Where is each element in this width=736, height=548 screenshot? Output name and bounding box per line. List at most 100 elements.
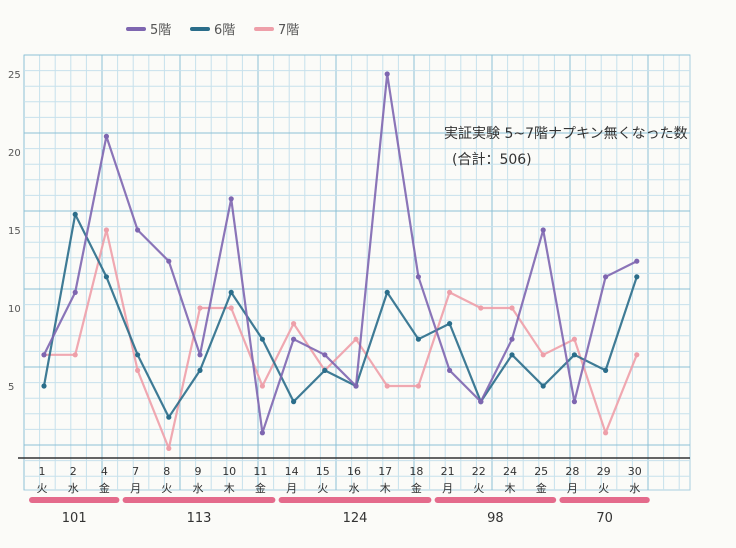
- data-point: [322, 367, 328, 373]
- x-tick-weekday: 水: [629, 482, 640, 495]
- x-tick-day: 15: [316, 465, 330, 478]
- data-point: [41, 352, 47, 358]
- series-line: [42, 213, 638, 419]
- y-tick-label: 20: [8, 148, 21, 159]
- data-point: [384, 383, 390, 389]
- x-tick-weekday: 木: [380, 482, 391, 495]
- x-tick-day: 4: [101, 465, 108, 478]
- data-point: [103, 133, 109, 139]
- data-point: [447, 321, 453, 327]
- graph-paper-grid: [23, 54, 691, 491]
- data-point: [259, 336, 265, 342]
- x-tick-weekday: 月: [567, 482, 578, 495]
- data-point: [571, 399, 578, 405]
- series-line: [42, 72, 638, 434]
- data-point: [197, 352, 203, 358]
- data-point: [478, 399, 484, 405]
- data-point: [447, 289, 453, 295]
- data-point: [509, 352, 515, 358]
- data-point: [634, 274, 640, 280]
- x-axis-labels: 1 火 2 水 4 金 7 月 8 火 9 水 10 木 11 金 14 月 15 火 16 水 17 木 18 金 21 月 22 火 2…: [37, 465, 642, 495]
- data-point: [384, 289, 390, 295]
- x-tick-day: 11: [253, 465, 267, 478]
- series-layer: [41, 71, 640, 451]
- x-tick-weekday: 火: [473, 482, 484, 495]
- x-tick-weekday: 金: [536, 481, 547, 495]
- data-point: [353, 383, 359, 389]
- data-point: [103, 274, 109, 280]
- x-tick-weekday: 金: [411, 481, 422, 495]
- x-tick-weekday: 水: [68, 482, 79, 495]
- data-point: [259, 383, 265, 389]
- data-point: [228, 289, 234, 295]
- x-tick-day: 8: [163, 465, 170, 478]
- x-tick-weekday: 木: [224, 482, 235, 495]
- chart-subtitle: (合計：506): [452, 152, 532, 168]
- x-tick-day: 30: [628, 465, 642, 478]
- x-tick-weekday: 月: [442, 482, 453, 495]
- data-point: [571, 352, 578, 358]
- y-tick-label: 10: [8, 304, 21, 315]
- x-tick-weekday: 月: [286, 482, 297, 495]
- chart-title: 実証実験 5~7階ナプキン無くなった数: [444, 126, 688, 142]
- y-axis: 5 10 15 20 25: [8, 70, 21, 393]
- data-point: [103, 227, 109, 233]
- data-point: [571, 336, 578, 342]
- data-point: [135, 227, 141, 233]
- data-point: [603, 430, 609, 436]
- x-tick-weekday: 火: [37, 482, 48, 495]
- x-tick-day: 18: [409, 465, 423, 478]
- data-point: [322, 352, 328, 358]
- x-tick-day: 29: [597, 465, 611, 478]
- data-point: [166, 414, 172, 420]
- y-tick-label: 5: [8, 382, 14, 393]
- x-tick-day: 25: [534, 465, 548, 478]
- x-tick-day: 9: [195, 465, 202, 478]
- grid-frame: [23, 54, 691, 491]
- x-tick-day: 1: [39, 465, 46, 478]
- y-tick-label: 25: [8, 70, 21, 81]
- data-point: [540, 352, 546, 358]
- data-point: [72, 289, 78, 295]
- legend: 5階 6階 7階: [126, 23, 299, 38]
- data-point: [135, 367, 141, 373]
- data-point: [135, 352, 141, 358]
- data-point: [353, 336, 359, 342]
- data-point: [384, 71, 390, 77]
- x-tick-weekday: 木: [505, 482, 516, 495]
- data-point: [197, 305, 203, 311]
- data-point: [509, 305, 515, 311]
- data-point: [540, 383, 546, 389]
- data-point: [291, 321, 297, 327]
- series-line: [42, 228, 638, 450]
- x-tick-day: 7: [132, 465, 139, 478]
- x-tick-day: 14: [285, 465, 299, 478]
- data-point: [72, 211, 78, 217]
- legend-label: 6階: [214, 23, 235, 38]
- data-point: [603, 367, 609, 373]
- x-tick-day: 28: [565, 465, 579, 478]
- data-point: [197, 367, 203, 373]
- data-point: [509, 336, 515, 342]
- data-point: [415, 274, 421, 280]
- week-total-label: 98: [487, 511, 504, 526]
- x-tick-weekday: 月: [130, 482, 141, 495]
- legend-label: 5階: [150, 23, 171, 38]
- data-point: [603, 274, 609, 280]
- x-tick-weekday: 火: [598, 482, 609, 495]
- data-point: [228, 196, 234, 202]
- x-tick-day: 10: [222, 465, 236, 478]
- data-point: [259, 430, 265, 436]
- data-point: [415, 383, 421, 389]
- x-tick-weekday: 水: [193, 482, 204, 495]
- weekly-totals: 101 113 124 98 70: [29, 497, 650, 526]
- week-total-label: 113: [187, 511, 212, 526]
- x-tick-day: 21: [441, 465, 455, 478]
- data-point: [166, 258, 172, 264]
- x-tick-weekday: 火: [161, 482, 172, 495]
- x-tick-weekday: 火: [317, 482, 328, 495]
- data-point: [540, 227, 546, 233]
- data-point: [634, 352, 640, 358]
- data-point: [634, 258, 640, 264]
